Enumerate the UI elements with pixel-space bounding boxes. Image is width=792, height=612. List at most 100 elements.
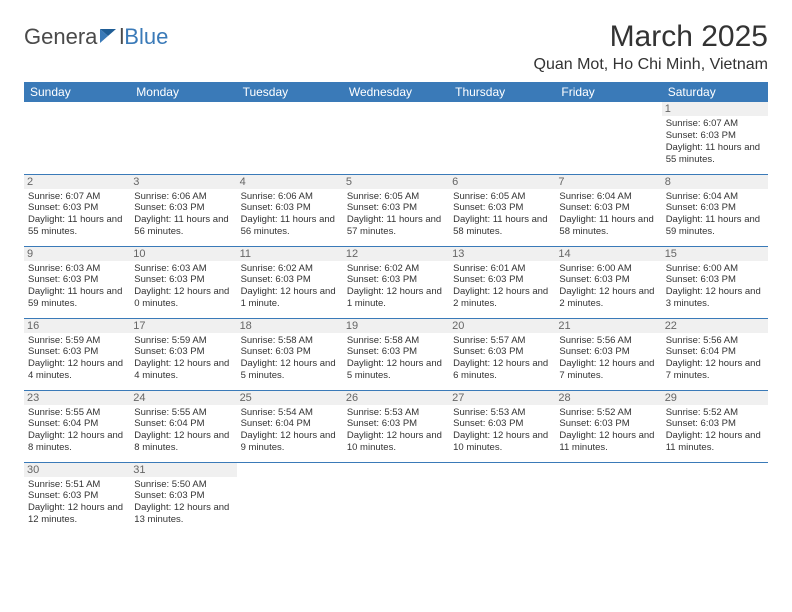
- sunrise-text: Sunrise: 6:06 AM: [241, 191, 339, 203]
- calendar-day-cell: 4Sunrise: 6:06 AMSunset: 6:03 PMDaylight…: [237, 174, 343, 246]
- daylight-text: Daylight: 12 hours and 7 minutes.: [666, 358, 764, 382]
- day-info: Sunrise: 5:57 AMSunset: 6:03 PMDaylight:…: [453, 335, 551, 383]
- day-number: 9: [24, 247, 130, 261]
- daylight-text: Daylight: 12 hours and 3 minutes.: [666, 286, 764, 310]
- day-info: Sunrise: 5:52 AMSunset: 6:03 PMDaylight:…: [666, 407, 764, 455]
- calendar-day-cell: 19Sunrise: 5:58 AMSunset: 6:03 PMDayligh…: [343, 318, 449, 390]
- day-info: Sunrise: 5:54 AMSunset: 6:04 PMDaylight:…: [241, 407, 339, 455]
- daylight-text: Daylight: 12 hours and 7 minutes.: [559, 358, 657, 382]
- calendar-week-row: 23 Sunrise: 5:55 AMSunset: 6:04 PMDayligh…: [24, 390, 768, 462]
- sunset-text: Sunset: 6:03 PM: [559, 346, 657, 358]
- day-number: 4: [237, 175, 343, 189]
- day-info: Sunrise: 5:59 AMSunset: 6:03 PMDaylight:…: [28, 335, 126, 383]
- calendar-week-row: 2Sunrise: 6:07 AMSunset: 6:03 PMDaylight…: [24, 174, 768, 246]
- calendar-day-cell: [662, 462, 768, 534]
- day-info: Sunrise: 6:05 AMSunset: 6:03 PMDaylight:…: [347, 191, 445, 239]
- sunrise-text: Sunrise: 6:04 AM: [559, 191, 657, 203]
- calendar-week-row: 16Sunrise: 5:59 AMSunset: 6:03 PMDayligh…: [24, 318, 768, 390]
- sunrise-text: Sunrise: 5:52 AM: [559, 407, 657, 419]
- sunset-text: Sunset: 6:03 PM: [28, 490, 126, 502]
- sunrise-text: Sunrise: 6:00 AM: [559, 263, 657, 275]
- sunrise-text: Sunrise: 6:03 AM: [28, 263, 126, 275]
- day-info: Sunrise: 6:05 AMSunset: 6:03 PMDaylight:…: [453, 191, 551, 239]
- day-info: Sunrise: 5:58 AMSunset: 6:03 PMDaylight:…: [241, 335, 339, 383]
- calendar-day-cell: 5Sunrise: 6:05 AMSunset: 6:03 PMDaylight…: [343, 174, 449, 246]
- day-info: Sunrise: 6:03 AMSunset: 6:03 PMDaylight:…: [134, 263, 232, 311]
- calendar-day-cell: 6Sunrise: 6:05 AMSunset: 6:03 PMDaylight…: [449, 174, 555, 246]
- sunset-text: Sunset: 6:03 PM: [559, 202, 657, 214]
- brand-text-1: Genera: [24, 24, 97, 50]
- weekday-header: Monday: [130, 82, 236, 102]
- calendar-day-cell: 12Sunrise: 6:02 AMSunset: 6:03 PMDayligh…: [343, 246, 449, 318]
- sunset-text: Sunset: 6:03 PM: [453, 202, 551, 214]
- calendar-day-cell: 20Sunrise: 5:57 AMSunset: 6:03 PMDayligh…: [449, 318, 555, 390]
- calendar-day-cell: 1Sunrise: 6:07 AMSunset: 6:03 PMDaylight…: [662, 102, 768, 174]
- calendar-day-cell: [555, 462, 661, 534]
- sunset-text: Sunset: 6:03 PM: [666, 130, 764, 142]
- weekday-header: Wednesday: [343, 82, 449, 102]
- daylight-text: Daylight: 12 hours and 9 minutes.: [241, 430, 339, 454]
- day-number: 12: [343, 247, 449, 261]
- weekday-header: Saturday: [662, 82, 768, 102]
- day-info: Sunrise: 6:00 AMSunset: 6:03 PMDaylight:…: [666, 263, 764, 311]
- weekday-header: Thursday: [449, 82, 555, 102]
- day-number: 23: [24, 391, 130, 405]
- sunset-text: Sunset: 6:03 PM: [134, 202, 232, 214]
- calendar-day-cell: 7Sunrise: 6:04 AMSunset: 6:03 PMDaylight…: [555, 174, 661, 246]
- daylight-text: Daylight: 12 hours and 4 minutes.: [28, 358, 126, 382]
- daylight-text: Daylight: 12 hours and 10 minutes.: [347, 430, 445, 454]
- calendar-week-row: 1Sunrise: 6:07 AMSunset: 6:03 PMDaylight…: [24, 102, 768, 174]
- day-number: 22: [662, 319, 768, 333]
- sunset-text: Sunset: 6:04 PM: [134, 418, 232, 430]
- daylight-text: Daylight: 12 hours and 10 minutes.: [453, 430, 551, 454]
- day-number: 27: [449, 391, 555, 405]
- calendar-day-cell: 3Sunrise: 6:06 AMSunset: 6:03 PMDaylight…: [130, 174, 236, 246]
- calendar-day-cell: [449, 462, 555, 534]
- calendar-day-cell: 27 Sunrise: 5:53 AMSunset: 6:03 PMDayligh…: [449, 390, 555, 462]
- day-number: 14: [555, 247, 661, 261]
- sunset-text: Sunset: 6:03 PM: [134, 274, 232, 286]
- daylight-text: Daylight: 12 hours and 2 minutes.: [453, 286, 551, 310]
- day-info: Sunrise: 6:04 AMSunset: 6:03 PMDaylight:…: [559, 191, 657, 239]
- sunrise-text: Sunrise: 6:04 AM: [666, 191, 764, 203]
- calendar-day-cell: [237, 102, 343, 174]
- daylight-text: Daylight: 12 hours and 8 minutes.: [28, 430, 126, 454]
- sunset-text: Sunset: 6:03 PM: [453, 274, 551, 286]
- calendar-day-cell: [130, 102, 236, 174]
- sunset-text: Sunset: 6:03 PM: [134, 490, 232, 502]
- day-number: 8: [662, 175, 768, 189]
- calendar-day-cell: 28Sunrise: 5:52 AMSunset: 6:03 PMDayligh…: [555, 390, 661, 462]
- day-number: 3: [130, 175, 236, 189]
- sunrise-text: Sunrise: 5:53 AM: [453, 407, 551, 419]
- daylight-text: Daylight: 12 hours and 6 minutes.: [453, 358, 551, 382]
- sunrise-text: Sunrise: 5:51 AM: [28, 479, 126, 491]
- day-info: Sunrise: 5:59 AMSunset: 6:03 PMDaylight:…: [134, 335, 232, 383]
- sunset-text: Sunset: 6:03 PM: [241, 202, 339, 214]
- calendar-day-cell: 17Sunrise: 5:59 AMSunset: 6:03 PMDayligh…: [130, 318, 236, 390]
- day-number: 24: [130, 391, 236, 405]
- day-number: 13: [449, 247, 555, 261]
- sunset-text: Sunset: 6:03 PM: [28, 274, 126, 286]
- sunset-text: Sunset: 6:03 PM: [347, 418, 445, 430]
- daylight-text: Daylight: 12 hours and 1 minute.: [241, 286, 339, 310]
- sunset-text: Sunset: 6:03 PM: [453, 418, 551, 430]
- calendar-day-cell: 13 Sunrise: 6:01 AMSunset: 6:03 PMDayligh…: [449, 246, 555, 318]
- calendar-day-cell: 21Sunrise: 5:56 AMSunset: 6:03 PMDayligh…: [555, 318, 661, 390]
- day-number: 29: [662, 391, 768, 405]
- month-title: March 2025: [534, 20, 768, 54]
- day-info: Sunrise: 5:51 AMSunset: 6:03 PMDaylight:…: [28, 479, 126, 527]
- day-number: 30: [24, 463, 130, 477]
- day-info: Sunrise: 6:01 AMSunset: 6:03 PMDaylight:…: [453, 263, 551, 311]
- daylight-text: Daylight: 12 hours and 5 minutes.: [347, 358, 445, 382]
- sunset-text: Sunset: 6:03 PM: [347, 346, 445, 358]
- daylight-text: Daylight: 11 hours and 56 minutes.: [134, 214, 232, 238]
- daylight-text: Daylight: 12 hours and 12 minutes.: [28, 502, 126, 526]
- sunset-text: Sunset: 6:03 PM: [28, 346, 126, 358]
- daylight-text: Daylight: 11 hours and 58 minutes.: [559, 214, 657, 238]
- daylight-text: Daylight: 12 hours and 0 minutes.: [134, 286, 232, 310]
- sunrise-text: Sunrise: 5:53 AM: [347, 407, 445, 419]
- sunrise-text: Sunrise: 6:03 AM: [134, 263, 232, 275]
- day-info: Sunrise: 5:55 AMSunset: 6:04 PMDaylight:…: [134, 407, 232, 455]
- calendar-week-row: 9Sunrise: 6:03 AMSunset: 6:03 PMDaylight…: [24, 246, 768, 318]
- location-text: Quan Mot, Ho Chi Minh, Vietnam: [534, 56, 768, 74]
